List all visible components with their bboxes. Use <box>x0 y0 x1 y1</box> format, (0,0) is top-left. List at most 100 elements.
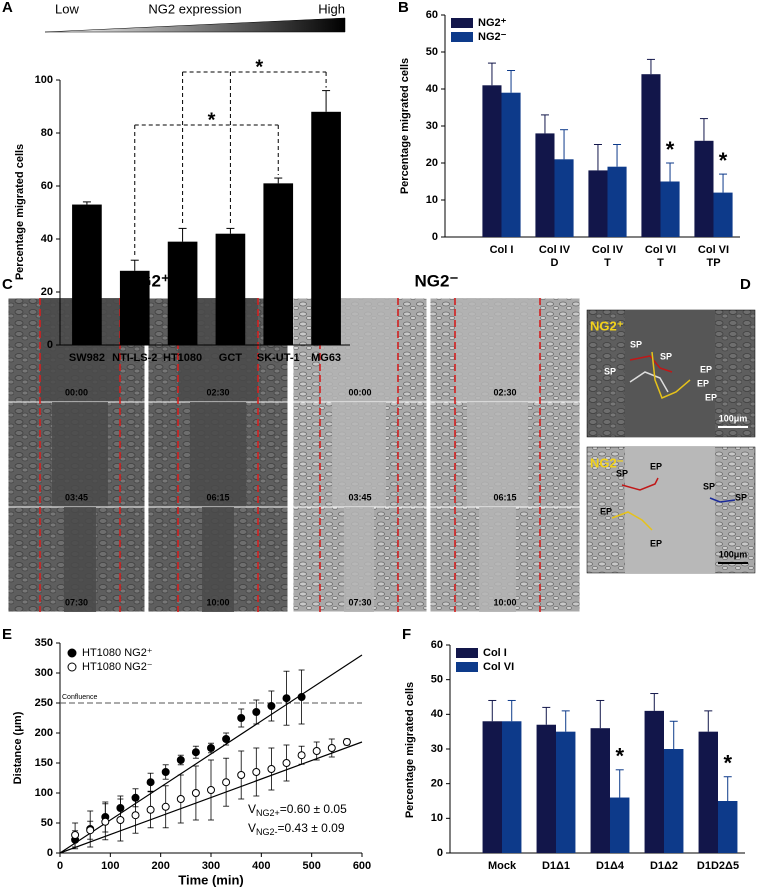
header-text: Low <box>55 1 79 16</box>
panel-label: F <box>402 626 411 643</box>
significance-star: * <box>615 744 624 769</box>
track-endpoint: EP <box>650 538 662 548</box>
significance-star: * <box>719 148 728 173</box>
data-point <box>282 694 291 703</box>
significance-star: * <box>255 56 263 78</box>
significance-star: * <box>723 751 732 776</box>
data-point <box>207 786 215 794</box>
x-tick-label: Col I <box>490 244 514 256</box>
data-point <box>146 805 155 814</box>
data-point <box>297 751 306 760</box>
panel-label: D <box>740 276 751 293</box>
velocity-symbol: V <box>248 802 256 816</box>
velocity-annotation: VNG2-=0.43 ± 0.09 <box>248 821 345 837</box>
data-point <box>342 738 351 746</box>
cell-track <box>629 371 669 393</box>
velocity-value: =0.43 ± 0.09 <box>278 821 345 835</box>
reference-label: Confluence <box>62 694 98 701</box>
x-tick-label: D <box>551 257 559 269</box>
data-point <box>237 771 246 779</box>
microscopy-images <box>7 297 756 613</box>
timestamp: 07:30 <box>65 597 88 607</box>
wound-gap <box>479 507 516 612</box>
timestamp: 10:00 <box>493 597 516 607</box>
track-endpoint: SP <box>630 339 642 349</box>
y-tick-label: 10 <box>426 194 438 206</box>
y-axis-label: Percentage migrated cells <box>14 144 26 280</box>
timestamp: 02:30 <box>206 387 229 397</box>
wound-gap <box>64 507 96 612</box>
legend-swatch <box>456 648 478 658</box>
y-tick-label: 60 <box>426 9 438 21</box>
x-tick-label: D1Δ2 <box>650 860 678 872</box>
data-point <box>176 756 185 764</box>
scale-bar-label: 100μm <box>719 413 748 423</box>
timestamp: 03:45 <box>65 492 88 502</box>
legend-label: HT1080 NG2⁻ <box>82 661 153 673</box>
data-point <box>191 748 200 757</box>
legend-marker <box>67 648 77 658</box>
bar <box>263 183 294 345</box>
bar <box>482 85 502 237</box>
wound-gap <box>344 507 374 612</box>
wound-gap <box>455 298 540 402</box>
y-tick-label: 60 <box>41 180 53 192</box>
timestamp: 00:00 <box>348 387 371 397</box>
y-tick-label: 80 <box>41 127 53 139</box>
track-endpoint: SP <box>616 468 628 478</box>
timestamp: 06:15 <box>206 492 229 502</box>
bar <box>501 92 521 237</box>
cell-track <box>709 497 736 503</box>
data-point <box>161 768 170 776</box>
wound-gap <box>332 402 386 507</box>
x-tick-label: Col VI <box>645 244 676 256</box>
y-axis-label: Percentage migrated cells <box>399 58 411 194</box>
track-endpoint: SP <box>703 481 715 491</box>
data-point <box>222 735 231 743</box>
y-tick-label: 20 <box>426 157 438 169</box>
y-tick-label: 50 <box>426 46 438 58</box>
legend-label: NG2⁺ <box>478 17 507 29</box>
x-tick-label: 600 <box>353 860 371 872</box>
bar <box>536 724 556 853</box>
y-tick-label: 350 <box>35 637 53 649</box>
x-tick-label: Mock <box>488 860 517 872</box>
significance-star: * <box>208 109 216 131</box>
y-tick-label: 200 <box>35 727 53 739</box>
panel-label: B <box>398 0 409 16</box>
y-tick-label: 40 <box>431 708 443 720</box>
y-tick-label: 100 <box>35 787 53 799</box>
wound-gap <box>52 402 108 507</box>
cell-track <box>629 355 673 373</box>
x-tick-label: TP <box>706 257 720 269</box>
bar <box>590 728 610 853</box>
y-tick-label: 100 <box>35 74 53 86</box>
legend-label: HT1080 NG2⁺ <box>82 647 153 659</box>
wound-gap <box>625 447 715 573</box>
bar <box>482 721 502 853</box>
y-axis-label: Distance (μm) <box>12 711 24 784</box>
x-tick-label: SW982 <box>69 352 105 364</box>
data-point <box>312 747 321 755</box>
panel-label: E <box>2 626 12 643</box>
x-axis-label: Time (min) <box>178 872 244 887</box>
y-tick-label: 0 <box>437 847 443 859</box>
x-tick-label: 500 <box>302 860 320 872</box>
x-tick-label: GCT <box>219 352 243 364</box>
data-point <box>101 817 110 826</box>
y-axis-label: Percentage migrated cells <box>404 682 416 818</box>
bar <box>502 721 522 853</box>
x-tick-label: T <box>604 257 611 269</box>
data-point <box>267 702 276 710</box>
legend-label: NG2⁻ <box>478 31 507 43</box>
condition-title: NG2⁺ <box>590 318 624 333</box>
bar <box>215 233 246 345</box>
bar <box>644 710 664 853</box>
y-tick-label: 300 <box>35 667 53 679</box>
panel-label: A <box>2 0 13 16</box>
wound-gap <box>467 402 528 507</box>
significance-star: * <box>666 137 675 162</box>
y-tick-label: 20 <box>431 778 443 790</box>
header-text: NG2 expression <box>148 1 241 16</box>
